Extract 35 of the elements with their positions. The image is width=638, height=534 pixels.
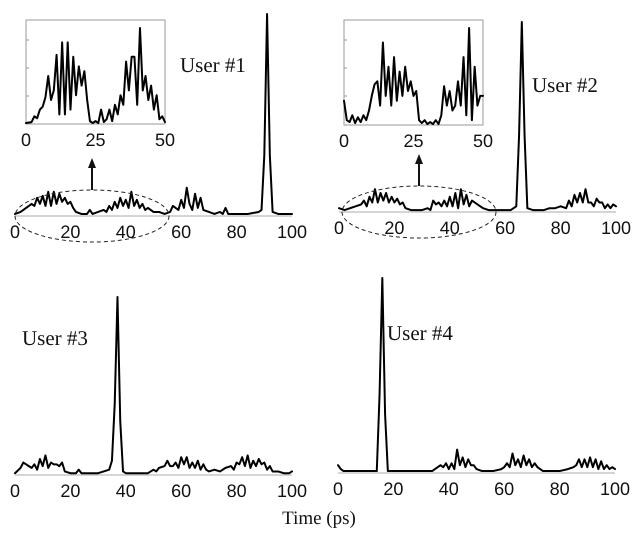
x-tick-label: 0: [20, 130, 32, 150]
x-tick-label: 20: [383, 479, 404, 499]
x-tick-label: 100: [600, 479, 630, 499]
x-tick-label: 80: [550, 218, 571, 238]
x-tick-label: 20: [60, 222, 80, 242]
x-tick-label: 100: [276, 222, 308, 242]
x-tick-label: 20: [384, 218, 404, 238]
x-tick-label: 60: [495, 218, 516, 238]
x-tick-label: 25: [85, 130, 106, 150]
x-tick-label: 80: [226, 222, 247, 242]
x-tick-label: 40: [438, 479, 459, 499]
annotation: User #1: [180, 53, 246, 77]
x-tick-label: 0: [334, 218, 344, 238]
x-tick-label: 60: [171, 222, 192, 242]
x-tick-label: 0: [332, 479, 344, 499]
x-tick-label: 80: [550, 479, 570, 499]
x-tick-label: 40: [116, 222, 136, 242]
x-tick-label: 60: [171, 481, 192, 501]
x-tick-label: 40: [440, 218, 460, 238]
x-tick-label: 100: [276, 481, 308, 501]
x-tick-label: 50: [472, 131, 494, 151]
annotation: User #3: [22, 326, 88, 350]
annotation: User #4: [387, 321, 454, 345]
x-tick-label: 20: [60, 481, 80, 501]
x-tick-label: 80: [226, 481, 247, 501]
x-tick-label: 25: [403, 131, 424, 151]
annotation: User #2: [532, 73, 598, 97]
x-tick-label: 60: [494, 479, 514, 499]
x-axis-title: Time (ps): [282, 508, 356, 529]
x-tick-label: 0: [10, 481, 20, 501]
x-tick-label: 50: [154, 130, 176, 150]
x-tick-label: 100: [600, 218, 632, 238]
x-tick-label: 0: [338, 131, 350, 151]
x-tick-label: 0: [10, 222, 20, 242]
x-tick-label: 40: [116, 481, 136, 501]
